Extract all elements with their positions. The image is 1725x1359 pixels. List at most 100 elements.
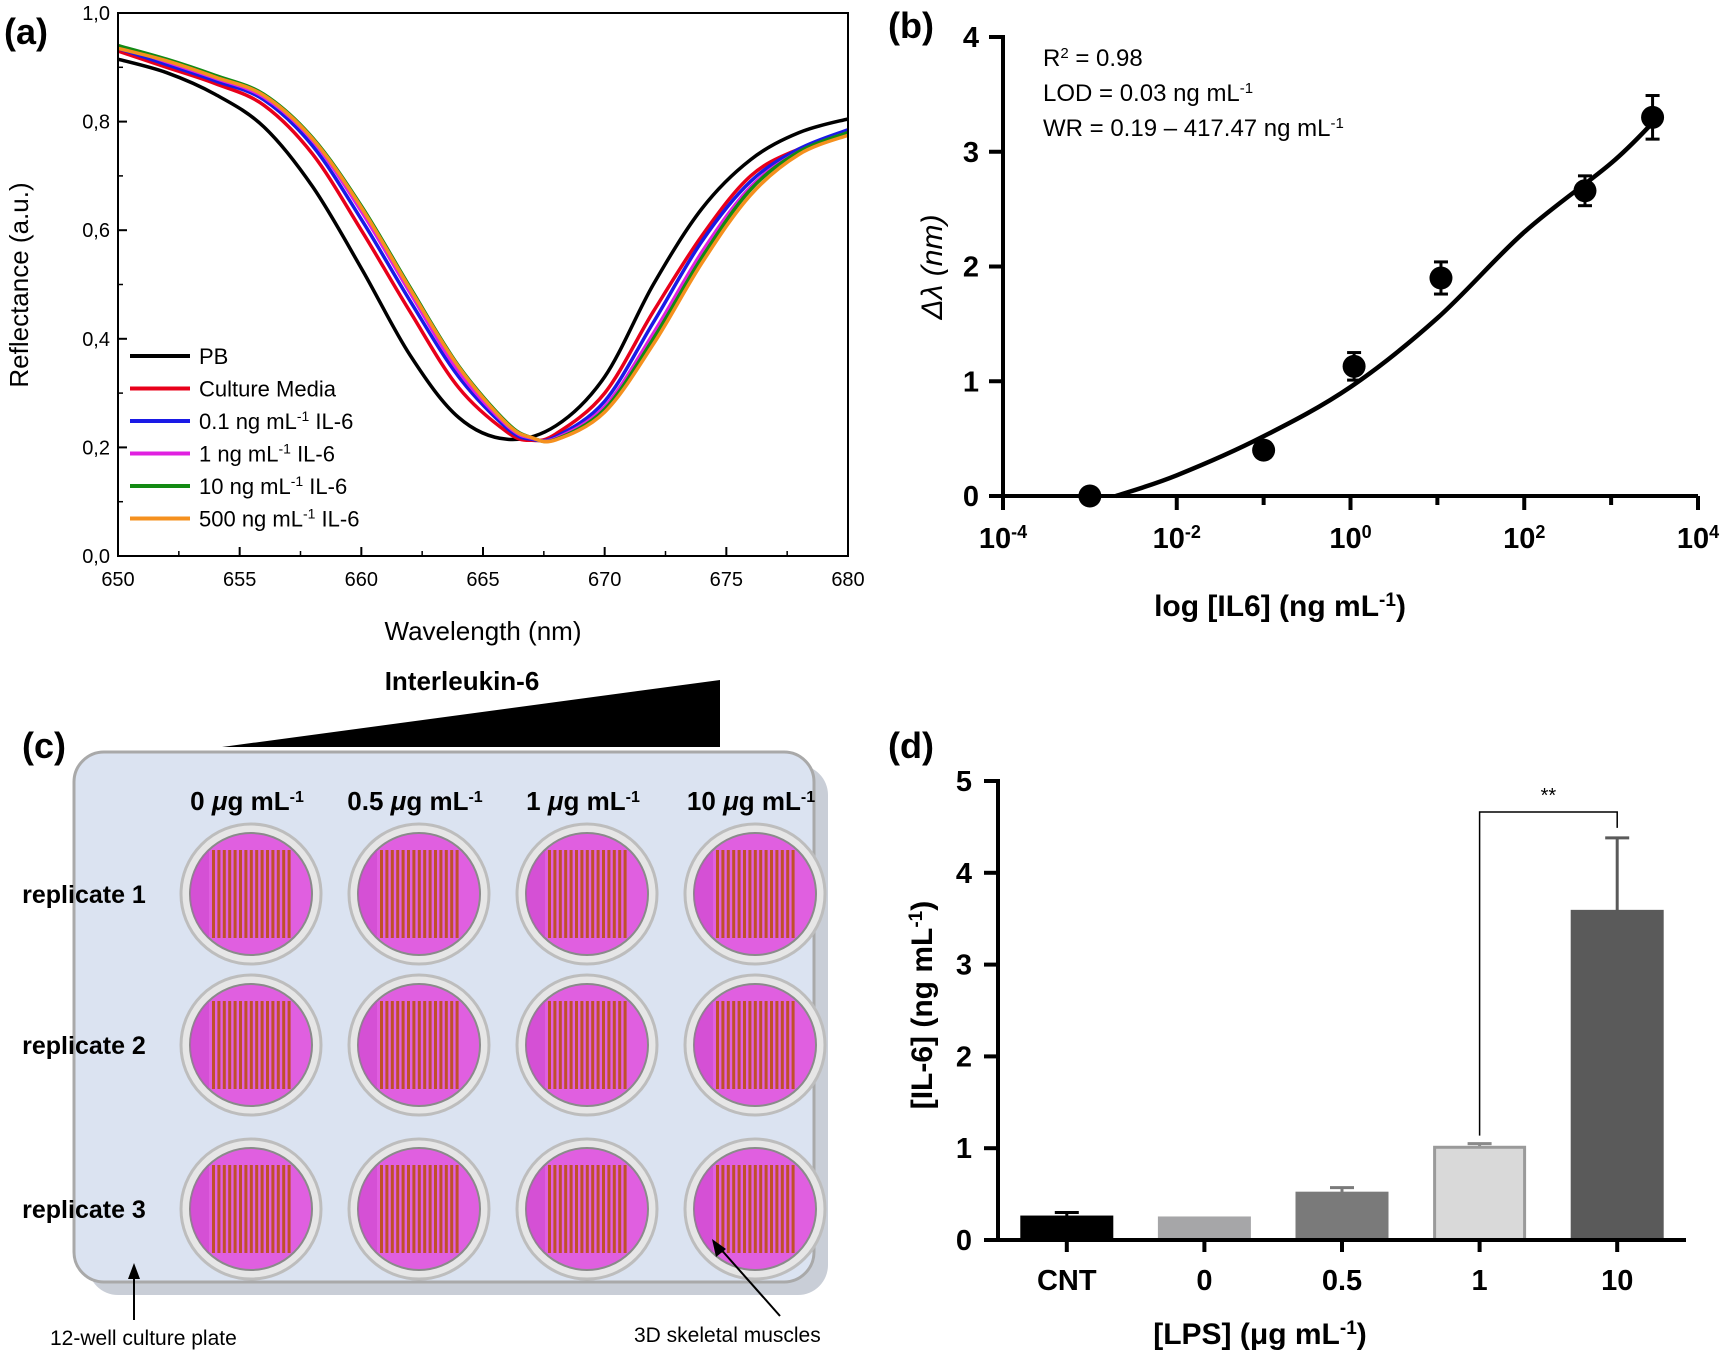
well-r1-c2 bbox=[347, 822, 491, 966]
muscle-fiber-icon bbox=[591, 850, 595, 938]
well-r1-c1 bbox=[179, 822, 323, 966]
muscle-fiber-icon bbox=[222, 850, 226, 938]
panel-a-axes: 650 655 660 665 670 675 680 0,0 0,2 0,4 0,6 0,8 1,0 bbox=[82, 3, 865, 591]
muscle-fiber-icon bbox=[423, 850, 427, 938]
muscle-fiber-icon bbox=[596, 1001, 600, 1089]
muscle-fiber-icon bbox=[233, 850, 237, 938]
muscle-fiber-icon bbox=[726, 850, 730, 938]
muscle-fiber-icon bbox=[575, 850, 578, 938]
muscle-fiber-icon bbox=[444, 850, 448, 938]
muscle-fiber-icon bbox=[607, 850, 611, 938]
d-category-label-3: 1 bbox=[1472, 1265, 1488, 1297]
muscle-fiber-icon bbox=[737, 1001, 741, 1089]
muscle-fiber-icon bbox=[455, 850, 459, 938]
b-xtick-label-4-main: 10 bbox=[1677, 523, 1709, 555]
d-xlabel-main: [LPS] (μg mL bbox=[1153, 1318, 1340, 1351]
muscle-fiber-icon bbox=[580, 1165, 584, 1253]
muscle-fiber-icon bbox=[569, 1001, 573, 1089]
muscle-fiber-icon bbox=[716, 1001, 719, 1089]
a-ytick-label-4: 0,8 bbox=[82, 112, 110, 134]
well-shade bbox=[694, 1165, 713, 1253]
muscle-fiber-icon bbox=[580, 1001, 584, 1089]
muscle-fiber-icon bbox=[249, 850, 253, 938]
legend-label-main-3: 1 ng mL bbox=[199, 442, 279, 467]
well-shade bbox=[694, 850, 713, 938]
muscle-fiber-icon bbox=[775, 850, 779, 938]
muscle-fiber-icon bbox=[401, 1001, 405, 1089]
muscle-fiber-icon bbox=[558, 1001, 562, 1089]
muscle-fiber-icon bbox=[217, 1165, 221, 1253]
muscle-fiber-icon bbox=[553, 1165, 557, 1253]
legend-label-1: Culture Media bbox=[199, 377, 337, 402]
panel-b-plot-area bbox=[1078, 94, 1665, 508]
panel-c-plate-diagram: (c) Interleukin-6 0 μg mL-1 0.5 μg mL-1 1 … bbox=[22, 666, 828, 1350]
muscle-fiber-icon bbox=[423, 1001, 427, 1089]
r2-sup: 2 bbox=[1060, 45, 1068, 62]
muscle-fiber-icon bbox=[791, 1165, 795, 1253]
d-category-label-1: 0 bbox=[1196, 1265, 1212, 1297]
d-ytick-label-0: 0 bbox=[956, 1225, 972, 1257]
muscle-fiber-icon bbox=[444, 1165, 448, 1253]
d-bar-2 bbox=[1295, 1191, 1389, 1242]
muscle-fiber-icon bbox=[385, 850, 389, 938]
muscle-fiber-icon bbox=[780, 1001, 784, 1089]
muscle-fiber-icon bbox=[780, 1165, 784, 1253]
muscle-fiber-icon bbox=[385, 1001, 389, 1089]
muscle-fiber-icon bbox=[233, 1165, 237, 1253]
muscle-fiber-icon bbox=[412, 1165, 416, 1253]
muscle-fiber-icon bbox=[569, 850, 573, 938]
muscle-fiber-icon bbox=[623, 1001, 627, 1089]
muscle-fiber-icon bbox=[618, 1001, 622, 1089]
muscle-fiber-icon bbox=[239, 1165, 242, 1253]
muscle-fiber-icon bbox=[417, 850, 421, 938]
muscle-fiber-icon bbox=[753, 1165, 757, 1253]
well-r1-c3 bbox=[515, 822, 659, 966]
column-header-mu-3: μ bbox=[722, 786, 739, 816]
legend-label-tail-5: IL-6 bbox=[315, 507, 359, 532]
b-xtick-label-3-sup: 2 bbox=[1535, 522, 1545, 542]
muscle-fiber-icon bbox=[380, 850, 383, 938]
muscle-fiber-icon bbox=[732, 1001, 736, 1089]
column-header-unit-1: g mL bbox=[406, 786, 468, 816]
muscle-fiber-icon bbox=[228, 1001, 232, 1089]
muscle-fiber-icon bbox=[455, 1165, 459, 1253]
muscle-fiber-icon bbox=[260, 1001, 264, 1089]
muscle-fiber-icon bbox=[786, 850, 790, 938]
wr-sup: -1 bbox=[1331, 115, 1344, 132]
b-xtick-label-4-sup: 4 bbox=[1709, 522, 1719, 542]
legend-label-0: PB bbox=[199, 344, 228, 369]
plate-arrow-icon bbox=[128, 1263, 140, 1279]
muscle-fiber-icon bbox=[276, 1165, 280, 1253]
b-xtick-label-0-main: 10 bbox=[979, 523, 1011, 555]
muscle-fiber-icon bbox=[407, 850, 410, 938]
muscle-fiber-icon bbox=[764, 1001, 768, 1089]
muscle-fiber-icon bbox=[287, 1165, 291, 1253]
muscle-fiber-icon bbox=[732, 850, 736, 938]
d-category-label-0: CNT bbox=[1037, 1265, 1097, 1297]
column-header-3: 10 μg mL-1 bbox=[687, 786, 815, 816]
panel-b-xlabel-main: log [IL6] (ng mL bbox=[1154, 590, 1379, 623]
column-header-num-1: 0.5 bbox=[347, 786, 390, 816]
muscle-fiber-icon bbox=[255, 1001, 259, 1089]
muscle-fiber-icon bbox=[764, 1165, 768, 1253]
column-header-sup-3: -1 bbox=[801, 789, 815, 806]
column-header-1: 0.5 μg mL-1 bbox=[347, 786, 483, 816]
d-bar-1 bbox=[1157, 1216, 1251, 1242]
muscle-fiber-icon bbox=[618, 1165, 622, 1253]
legend-label-main-5: 500 ng mL bbox=[199, 507, 303, 532]
muscle-fiber-icon bbox=[434, 850, 437, 938]
muscle-fiber-icon bbox=[558, 1165, 562, 1253]
d-bar-4 bbox=[1570, 909, 1664, 1242]
well-r3-c2 bbox=[347, 1137, 491, 1281]
legend-label-2: 0.1 ng mL-1 IL-6 bbox=[199, 408, 353, 434]
muscle-fiber-icon bbox=[791, 850, 795, 938]
panel-a-label: (a) bbox=[4, 11, 48, 52]
a-ytick-label-5: 1,0 bbox=[82, 3, 110, 25]
muscle-fiber-icon bbox=[596, 850, 600, 938]
muscle-fiber-icon bbox=[450, 1165, 454, 1253]
panel-a-ylabel: Reflectance (a.u.) bbox=[4, 182, 34, 387]
muscle-label: 3D skeletal muscles bbox=[634, 1324, 821, 1347]
muscle-fiber-icon bbox=[417, 1001, 421, 1089]
